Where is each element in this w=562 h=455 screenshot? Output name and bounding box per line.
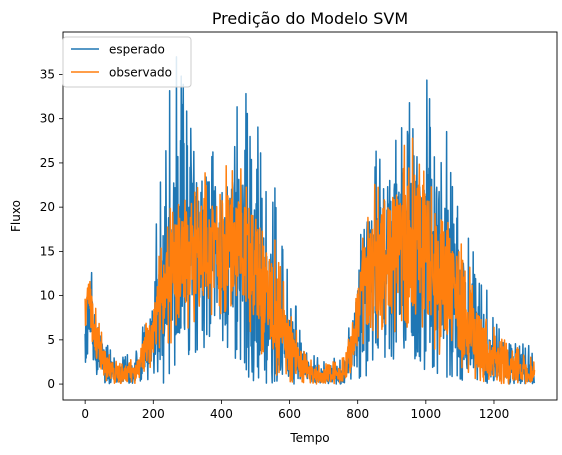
- plot-area: [84, 56, 536, 385]
- x-tick-label: 1200: [479, 407, 510, 421]
- x-tick-label: 200: [142, 407, 165, 421]
- y-tick-label: 5: [47, 333, 55, 347]
- x-tick-label: 0: [81, 407, 89, 421]
- y-tick-label: 20: [40, 200, 55, 214]
- y-tick-label: 25: [40, 156, 55, 170]
- plot-frame: [62, 31, 558, 401]
- x-tick-label: 800: [346, 407, 369, 421]
- legend-label-esperado: esperado: [109, 43, 165, 57]
- x-tick-label: 400: [210, 407, 233, 421]
- y-tick-label: 30: [40, 112, 55, 126]
- y-axis-label: Fluxo: [9, 200, 23, 232]
- y-tick-label: 35: [40, 67, 55, 81]
- x-tick-label: 1000: [411, 407, 442, 421]
- x-axis: 0 200 400 600 800 1000 1200: [81, 400, 509, 421]
- legend: esperado observado: [62, 36, 192, 88]
- y-tick-label: 10: [40, 289, 55, 303]
- chart-title: Predição do Modelo SVM: [212, 9, 408, 28]
- y-tick-label: 15: [40, 244, 55, 258]
- series-line-observado: [84, 137, 536, 385]
- y-axis: 0 5 10 15 20 25 30 35: [40, 67, 63, 391]
- y-tick-label: 0: [47, 377, 55, 391]
- legend-label-observado: observado: [109, 66, 172, 80]
- x-tick-label: 600: [278, 407, 301, 421]
- x-axis-label: Tempo: [289, 431, 329, 445]
